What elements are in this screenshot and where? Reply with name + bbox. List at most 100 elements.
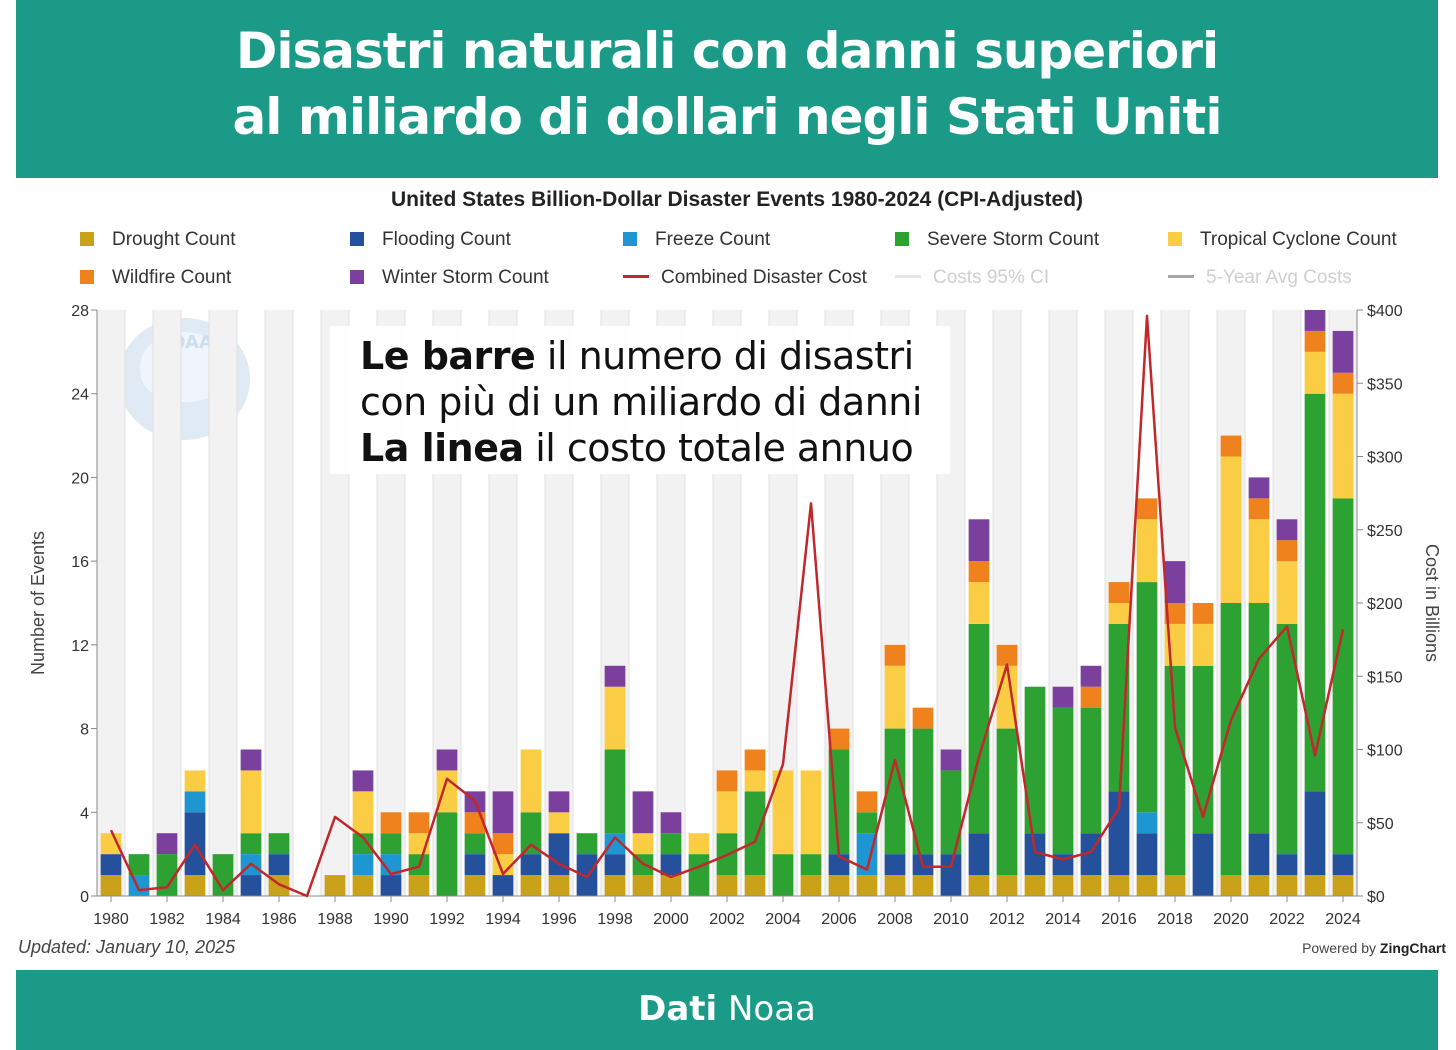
bar-wildfire-count-2020	[1220, 435, 1242, 457]
bar-freeze-count-1998	[604, 833, 626, 855]
bar-severe-storm-count-2014	[1052, 707, 1074, 855]
bar-flooding-count-1995	[520, 854, 542, 876]
bar-severe-storm-count-2010	[940, 770, 962, 855]
legend-item-winter-storm-count[interactable]: Winter Storm Count	[350, 267, 549, 289]
bar-severe-storm-count-2004	[772, 854, 794, 896]
x-tick-label: 2002	[709, 911, 745, 928]
annotation-line3-rest: il costo totale annuo	[523, 426, 914, 470]
bar-tropical-cyclone-count-2003	[744, 770, 766, 792]
bar-drought-count-1995	[520, 875, 542, 896]
bar-flooding-count-2000	[660, 854, 682, 876]
x-tick-label: 1994	[485, 911, 521, 928]
legend-label: Wildfire Count	[112, 267, 232, 288]
updated-date: Updated: January 10, 2025	[18, 937, 236, 957]
bar-severe-storm-count-2005	[800, 854, 822, 876]
legend-item-tropical-cyclone-count[interactable]: Tropical Cyclone Count	[1168, 229, 1397, 251]
bar-tropical-cyclone-count-2002	[716, 791, 738, 834]
x-tick-label: 2018	[1157, 911, 1193, 928]
bar-tropical-cyclone-count-1983	[184, 770, 206, 792]
y2-tick-label: $400	[1367, 303, 1403, 320]
bar-freeze-count-2017	[1136, 812, 1158, 834]
bar-drought-count-1991	[408, 875, 430, 896]
bar-severe-storm-count-2015	[1080, 707, 1102, 834]
x-tick-label: 2016	[1101, 911, 1137, 928]
annotation-line1-rest: il numero di disastri	[535, 334, 914, 378]
bar-severe-storm-count-2012	[996, 728, 1018, 876]
bar-severe-storm-count-2021	[1248, 603, 1270, 834]
annotation-line1-bold: Le barre	[360, 334, 536, 378]
bar-tropical-cyclone-count-2008	[884, 665, 906, 729]
x-tick-label: 2008	[877, 911, 913, 928]
bar-drought-count-1988	[324, 875, 346, 896]
bar-flooding-count-1996	[548, 833, 570, 876]
x-tick-label: 2014	[1045, 911, 1081, 928]
bar-severe-storm-count-1981	[128, 854, 150, 876]
bar-drought-count-1998	[604, 875, 626, 896]
bar-drought-count-2009	[912, 875, 934, 896]
bar-winter-storm-count-2015	[1080, 665, 1102, 687]
x-tick-label: 2010	[933, 911, 969, 928]
bar-wildfire-count-1991	[408, 812, 430, 834]
bar-winter-storm-count-2000	[660, 812, 682, 834]
bar-severe-storm-count-2008	[884, 728, 906, 855]
legend-label: 5-Year Avg Costs	[1206, 267, 1352, 288]
bar-severe-storm-count-2017	[1136, 582, 1158, 813]
y-tick-label: 12	[71, 638, 89, 655]
bar-wildfire-count-2021	[1248, 498, 1270, 520]
legend-item-flooding-count[interactable]: Flooding Count	[350, 229, 511, 251]
bar-wildfire-count-2023	[1304, 330, 1326, 352]
x-tick-label: 1980	[93, 911, 129, 928]
y2-tick-label: $150	[1367, 669, 1403, 686]
bar-flooding-count-2017	[1136, 833, 1158, 876]
bar-tropical-cyclone-count-2001	[688, 833, 710, 855]
bar-wildfire-count-1994	[492, 833, 514, 855]
bar-winter-storm-count-1992	[436, 749, 458, 771]
bar-wildfire-count-2003	[744, 749, 766, 771]
powered-by[interactable]: Powered by ZingChart	[1302, 940, 1446, 956]
legend-marker-icon	[1168, 275, 1194, 278]
bar-severe-storm-count-1993	[464, 833, 486, 855]
bar-drought-count-2022	[1276, 875, 1298, 896]
y-tick-label: 20	[71, 470, 89, 487]
annotation-line3-bold: La linea	[360, 426, 524, 470]
bar-flooding-count-2011	[968, 833, 990, 876]
bar-winter-storm-count-1994	[492, 791, 514, 834]
bar-drought-count-2016	[1108, 875, 1130, 896]
bar-drought-count-1989	[352, 875, 374, 896]
bar-winter-storm-count-2014	[1052, 686, 1074, 708]
y2-tick-label: $0	[1367, 889, 1385, 906]
bar-winter-storm-count-1998	[604, 665, 626, 687]
bar-drought-count-2005	[800, 875, 822, 896]
bar-tropical-cyclone-count-2005	[800, 770, 822, 855]
source-bold: Dati	[638, 989, 718, 1029]
bar-wildfire-count-2008	[884, 644, 906, 666]
bar-winter-storm-count-1996	[548, 791, 570, 813]
bar-severe-storm-count-2023	[1304, 393, 1326, 792]
x-tick-label: 2000	[653, 911, 689, 928]
bar-drought-count-1999	[632, 875, 654, 896]
source-text: Dati Noaa	[16, 989, 1438, 1029]
bar-wildfire-count-2009	[912, 707, 934, 729]
bar-wildfire-count-2016	[1108, 582, 1130, 603]
legend-item-wildfire-count[interactable]: Wildfire Count	[80, 267, 231, 289]
bar-flooding-count-2016	[1108, 791, 1130, 876]
bar-tropical-cyclone-count-2016	[1108, 603, 1130, 624]
legend-item-5-year-avg-costs[interactable]: 5-Year Avg Costs	[1168, 267, 1352, 289]
bar-severe-storm-count-1995	[520, 812, 542, 855]
legend-item-drought-count[interactable]: Drought Count	[80, 229, 236, 251]
legend-item-freeze-count[interactable]: Freeze Count	[623, 229, 770, 251]
bar-tropical-cyclone-count-1992	[436, 770, 458, 813]
legend-item-combined-disaster-cost[interactable]: Combined Disaster Cost	[623, 267, 867, 289]
bar-drought-count-2008	[884, 875, 906, 896]
legend-item-severe-storm-count[interactable]: Severe Storm Count	[895, 229, 1099, 251]
bar-flooding-count-1985	[240, 875, 262, 896]
bar-flooding-count-2013	[1024, 833, 1046, 876]
bar-drought-count-2014	[1052, 875, 1074, 896]
bar-wildfire-count-2011	[968, 561, 990, 583]
bar-wildfire-count-2024	[1332, 372, 1354, 394]
bar-winter-storm-count-2022	[1276, 519, 1298, 541]
x-tick-label: 1990	[373, 911, 409, 928]
annotation-line2: con più di un miliardo di danni	[360, 380, 922, 424]
legend-item-costs-95-ci[interactable]: Costs 95% CI	[895, 267, 1049, 289]
bar-severe-storm-count-2024	[1332, 498, 1354, 855]
